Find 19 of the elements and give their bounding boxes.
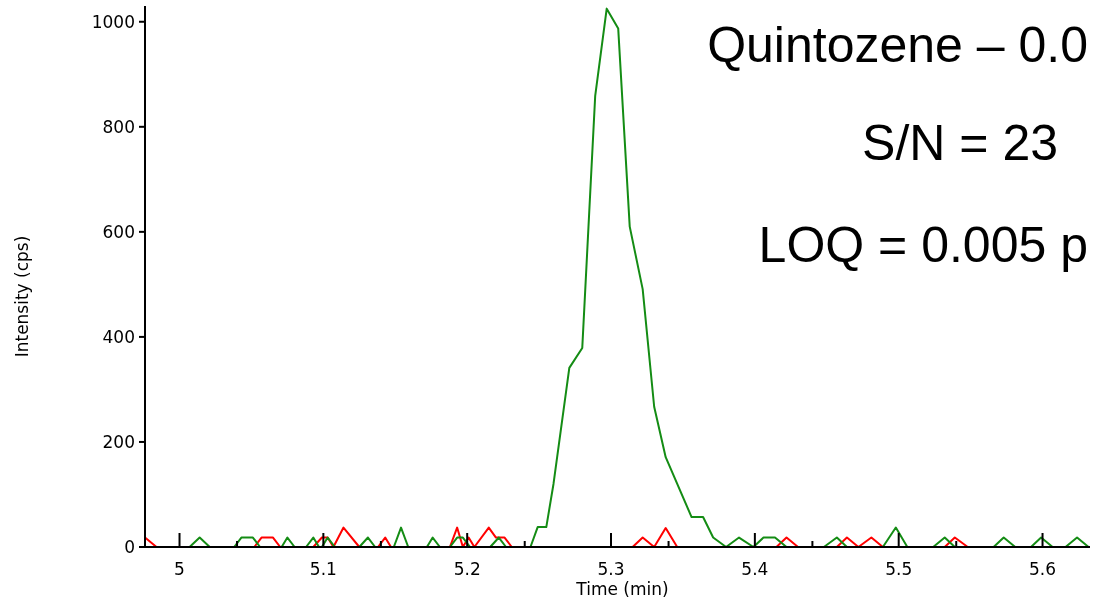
x-tick-label: 5.4 xyxy=(741,559,769,579)
x-tick-label: 5.5 xyxy=(885,559,913,579)
x-tick-label: 5.6 xyxy=(1029,559,1057,579)
x-axis-title: Time (min) xyxy=(575,579,669,599)
y-tick-label: 200 xyxy=(102,431,135,452)
x-tick-label: 5 xyxy=(174,559,185,579)
line-series xyxy=(188,7,1090,548)
annotation: LOQ = 0.005 p xyxy=(758,217,1088,273)
y-axis-title: Intensity (cps) xyxy=(12,235,32,358)
y-tick-label: 400 xyxy=(102,326,135,347)
x-tick-label: 5.2 xyxy=(453,559,481,579)
x-tick-label: 5.1 xyxy=(309,559,337,579)
annotation: S/N = 23 xyxy=(862,115,1058,171)
annotation: Quintozene – 0.0 xyxy=(707,17,1088,73)
y-tick-label: 800 xyxy=(102,116,135,137)
y-tick-label: 0 xyxy=(124,536,135,557)
y-tick-label: 1000 xyxy=(91,11,135,32)
x-tick-label: 5.3 xyxy=(597,559,625,579)
y-tick-label: 600 xyxy=(102,221,135,242)
